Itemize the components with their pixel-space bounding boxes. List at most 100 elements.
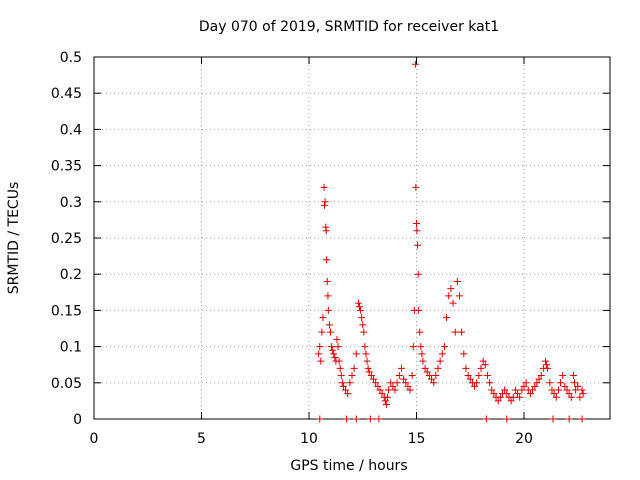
data-point [316,343,324,351]
data-point [365,368,373,376]
data-point [358,314,366,322]
data-point [456,292,463,300]
data-point [434,364,442,372]
data-point [572,386,580,394]
data-point [328,343,336,351]
data-point [415,306,423,314]
data-point [460,350,468,358]
data-point [518,386,526,394]
data-point [319,314,327,322]
data-point [320,201,328,209]
data-point [529,386,537,394]
data-point [367,372,375,380]
data-point [408,372,416,380]
data-point [501,386,509,394]
y-tick-label: 0.25 [51,231,82,247]
data-point [381,397,389,405]
y-tick-label: 0 [73,412,82,428]
data-point [535,375,543,383]
data-point [413,220,420,228]
data-point [331,353,339,361]
data-point [423,368,431,376]
data-point [417,343,425,351]
data-point [526,390,534,398]
data-point [561,382,569,390]
data-point [376,386,384,394]
data-point [473,379,481,387]
data-point [574,382,582,390]
data-point [481,361,489,369]
data-point [514,390,522,398]
data-point [496,393,504,401]
data-point [356,303,364,311]
data-point [464,372,472,380]
data-point [329,346,337,354]
data-point [389,382,397,390]
data-point [361,343,369,351]
data-point [576,393,584,401]
data-point [533,379,541,387]
data-point [414,270,422,278]
data-point [462,364,470,372]
data-point [438,350,446,358]
data-point [391,386,399,394]
data-point [364,364,372,372]
data-point [346,379,354,387]
y-tick-label: 0.45 [51,86,82,102]
data-point [414,241,422,249]
data-points [315,60,587,423]
data-point [325,321,333,329]
data-point [569,372,577,380]
data-point [418,350,426,358]
data-point [565,415,573,423]
data-point [324,306,332,314]
data-point [378,390,386,398]
data-point [544,364,552,372]
data-point [447,285,455,293]
data-point [411,60,419,68]
data-point [317,357,325,365]
data-point [323,277,331,285]
data-point [352,350,360,358]
data-point [546,379,554,387]
data-point [486,379,494,387]
data-point [343,415,351,423]
data-point [565,390,573,398]
data-point [339,382,347,390]
y-tick-label: 0.5 [60,50,82,66]
data-point [344,390,352,398]
data-point [453,277,461,285]
x-tick-label: 20 [515,431,533,447]
data-point [531,382,539,390]
data-point [475,372,483,380]
data-point [397,364,405,372]
data-point [425,372,433,380]
data-point [335,357,343,365]
data-point [412,183,420,191]
data-point [393,379,401,387]
data-point [366,415,374,423]
data-point [315,350,323,358]
data-point [509,393,517,401]
data-point [449,299,457,307]
y-axis-label: SRMTID / TECUs [6,182,22,295]
y-tick-label: 0.2 [60,267,82,283]
data-point [563,386,571,394]
data-point [471,382,479,390]
data-point [466,375,474,383]
data-point [383,393,391,401]
y-tick-label: 0.15 [51,303,82,319]
data-point [416,328,424,336]
data-point [543,361,551,369]
data-point [567,393,575,401]
data-point [395,372,403,380]
data-point [436,357,444,365]
x-tick-label: 10 [300,431,318,447]
data-point [432,372,440,380]
data-point [324,292,332,300]
grid-lines [94,57,610,419]
x-tick-label: 15 [408,431,426,447]
axis-ticks: 0 0.05 0.1 0.15 0.2 0.25 0.3 0.35 0.4 0.45 0.5 0 5 10… [51,50,610,447]
data-point [483,372,491,380]
data-point [322,227,330,235]
